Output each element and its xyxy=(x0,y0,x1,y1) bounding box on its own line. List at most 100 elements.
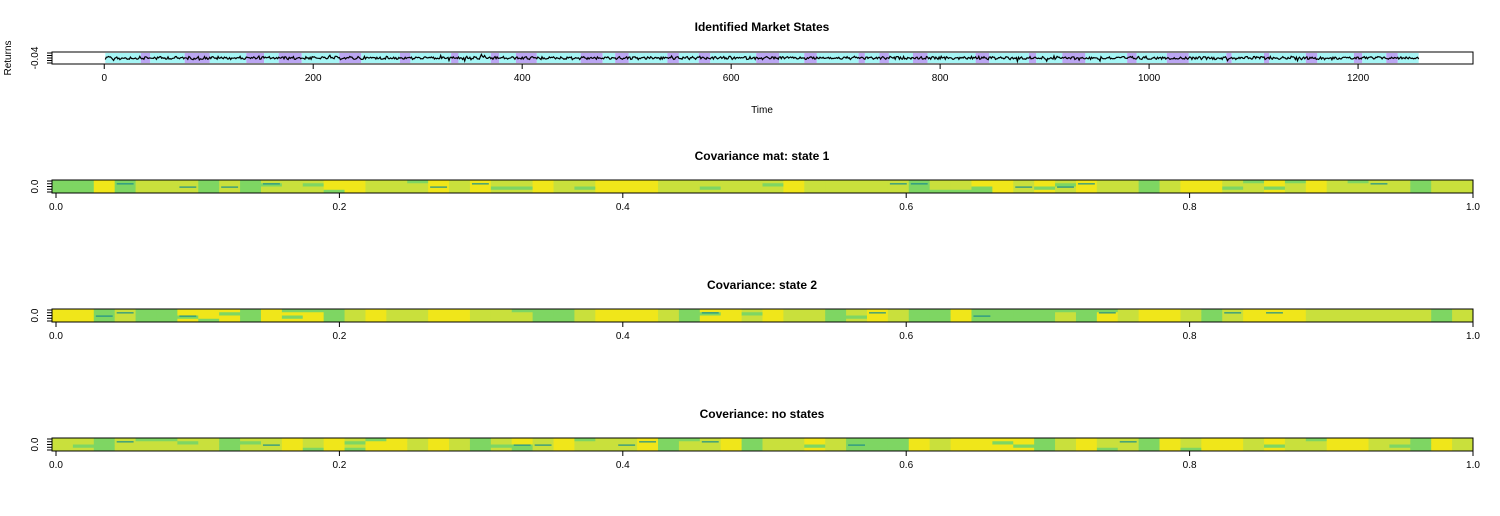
heatmap-cell xyxy=(971,315,993,320)
heatmap-cell xyxy=(532,438,555,442)
heatmap-cell xyxy=(866,447,889,452)
heatmap-cell xyxy=(741,183,763,187)
heatmap-cell xyxy=(240,309,262,313)
heatmap-cell xyxy=(52,186,74,191)
heatmap-cell xyxy=(1034,183,1056,187)
heatmap-cell xyxy=(595,315,617,320)
heatmap-cell xyxy=(616,312,638,316)
heatmap-cell xyxy=(365,318,387,323)
heatmap-cell xyxy=(553,441,575,445)
heatmap-cell xyxy=(595,447,617,452)
heatmap-cell xyxy=(1075,312,1098,316)
heatmap-cell xyxy=(1305,180,1328,184)
heatmap-cell xyxy=(1055,444,1077,449)
heatmap-cell xyxy=(637,180,659,184)
heatmap-cell xyxy=(866,189,889,194)
x-axis: 0 200 400 600 800 1000 1200 xyxy=(101,64,1370,84)
heatmap-cell xyxy=(1180,447,1202,452)
heatmap-cell xyxy=(1180,186,1202,191)
heatmap-cell xyxy=(219,318,241,323)
heatmap-cell xyxy=(658,438,680,442)
heatmap-cell xyxy=(658,441,680,445)
heatmap-cells xyxy=(52,309,1474,323)
heatmap-cell xyxy=(344,447,366,452)
heatmap-cell xyxy=(1305,318,1328,323)
heatmap-cell xyxy=(407,315,429,320)
heatmap-cell xyxy=(574,180,596,184)
heatmap-cell xyxy=(1222,189,1244,194)
state-1-band xyxy=(339,53,362,63)
heatmap-cell xyxy=(260,309,283,313)
heatmap-cell xyxy=(177,318,199,323)
heatmap-cell xyxy=(1096,183,1119,187)
heatmap-cell xyxy=(553,444,575,449)
heatmap-cell xyxy=(1305,444,1328,449)
heatmap-cell xyxy=(595,441,617,445)
heatmap-cell xyxy=(1389,318,1411,323)
heatmap-cell xyxy=(616,438,638,442)
heatmap-cell xyxy=(302,189,325,194)
heatmap-cell xyxy=(1075,180,1098,184)
heatmap-cell xyxy=(302,183,325,187)
heatmap-cell xyxy=(511,447,534,452)
heatmap-cell xyxy=(992,180,1014,184)
x-tick-label: 0.0 xyxy=(49,202,63,213)
heatmap-cell xyxy=(678,444,701,449)
heatmap-cell xyxy=(1013,180,1035,184)
heatmap-cell xyxy=(1159,441,1181,445)
heatmap-cell xyxy=(1326,318,1349,323)
heatmap-cell xyxy=(260,441,283,445)
heatmap-cell xyxy=(1284,447,1307,452)
heatmap-cell xyxy=(1284,309,1307,313)
heatmap-cell xyxy=(135,318,157,323)
heatmap-cell xyxy=(1389,438,1411,442)
heatmap-cell xyxy=(469,438,492,442)
heatmap-cell xyxy=(1368,309,1390,313)
heatmap-cell xyxy=(428,183,450,187)
x-tick-label: 0.6 xyxy=(899,331,913,342)
heatmap-cell xyxy=(135,312,157,316)
heatmap-cell xyxy=(1222,441,1244,445)
x-tick-label: 0.0 xyxy=(49,331,63,342)
heatmap-cell xyxy=(846,180,868,184)
heatmap-cell xyxy=(1034,444,1056,449)
heatmap-cell xyxy=(532,189,555,194)
heatmap-cell xyxy=(281,186,304,191)
heatmap-cell xyxy=(1452,438,1474,442)
heatmap-cell xyxy=(365,312,387,316)
heatmap-cell xyxy=(428,189,450,194)
heatmap-cell xyxy=(1368,186,1390,191)
heatmap-cell xyxy=(637,312,659,316)
heatmap-cell xyxy=(574,309,596,313)
heatmap-cell xyxy=(846,189,868,194)
heatmap-cell xyxy=(1243,186,1265,191)
heatmap-cell xyxy=(929,444,952,449)
heatmap-cell xyxy=(260,444,283,449)
heatmap-cell xyxy=(762,444,784,449)
heatmap-cell xyxy=(678,186,701,191)
heatmap-cell xyxy=(595,309,617,313)
heatmap-cell xyxy=(1410,186,1432,191)
heatmap-cell xyxy=(1243,438,1265,442)
heatmap-cell xyxy=(1222,312,1244,316)
heatmap-cell xyxy=(825,180,847,184)
heatmap-cell xyxy=(1305,183,1328,187)
heatmap-cell xyxy=(240,438,262,442)
heatmap-cell xyxy=(658,183,680,187)
heatmap-cell xyxy=(1013,447,1035,452)
heatmap-cell xyxy=(449,444,471,449)
heatmap-cell xyxy=(490,309,513,313)
heatmap-cell xyxy=(992,438,1014,442)
heatmap-cell xyxy=(72,447,95,452)
heatmap-cell xyxy=(177,183,199,187)
state-1-band xyxy=(615,53,629,63)
heatmap-cell xyxy=(1013,309,1035,313)
heatmap-cell xyxy=(1138,441,1161,445)
heatmap-cell xyxy=(135,441,157,445)
x-axis: 0.0 0.2 0.4 0.6 0.8 1.0 xyxy=(49,322,1480,342)
heatmap-peak xyxy=(848,444,865,446)
heatmap-cell xyxy=(386,315,408,320)
heatmap-cell xyxy=(407,189,429,194)
heatmap-cell xyxy=(1264,312,1286,316)
heatmap-cell xyxy=(344,309,366,313)
